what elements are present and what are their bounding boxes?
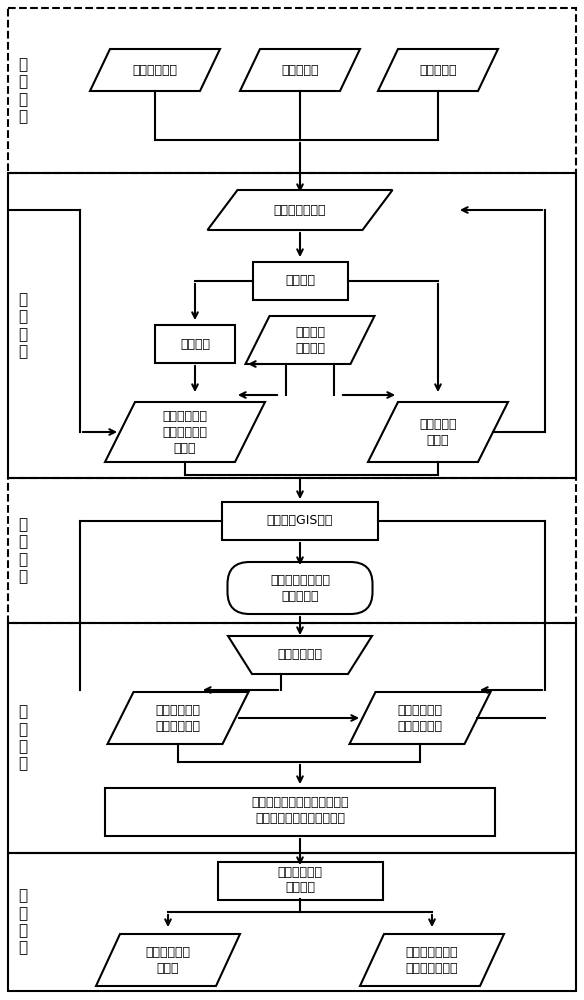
Text: 原
始
资
料: 原 始 资 料: [19, 57, 27, 124]
Polygon shape: [105, 402, 265, 462]
Text: 管道单体的属
性信息: 管道单体的属 性信息: [145, 946, 190, 974]
Text: 三维管道中心线: 三维管道中心线: [274, 204, 326, 217]
Text: 数
据
处
理: 数 据 处 理: [19, 292, 27, 359]
Polygon shape: [218, 862, 383, 900]
Polygon shape: [155, 325, 235, 363]
Polygon shape: [245, 316, 374, 364]
Text: 选中的管道中
心线单体: 选中的管道中 心线单体: [277, 866, 322, 894]
Text: 查
询
结
果: 查 询 结 果: [19, 888, 27, 956]
Text: 管道单体的三维
半透明示意模型: 管道单体的三维 半透明示意模型: [406, 946, 458, 974]
Polygon shape: [105, 788, 495, 836]
Text: 展示带有三维管道
模型的场景: 展示带有三维管道 模型的场景: [270, 574, 330, 602]
Polygon shape: [349, 692, 491, 744]
Text: 计算距离鼠标点最近且不大于
对应管道半径的管道中心线: 计算距离鼠标点最近且不大于 对应管道半径的管道中心线: [251, 796, 349, 824]
Polygon shape: [368, 402, 508, 462]
Text: 三维管道图: 三维管道图: [419, 64, 457, 77]
Text: 数
据
展
示: 数 据 展 示: [19, 517, 27, 584]
Polygon shape: [378, 49, 498, 91]
Polygon shape: [96, 934, 240, 986]
Polygon shape: [228, 636, 372, 674]
Text: 管道属性资料: 管道属性资料: [133, 64, 178, 77]
Polygon shape: [240, 49, 360, 91]
Polygon shape: [90, 49, 220, 91]
Text: 管道数据
更新资料: 管道数据 更新资料: [295, 326, 325, 355]
Text: 获取鼠标点的
三维场景坐标: 获取鼠标点的 三维场景坐标: [155, 704, 200, 732]
Text: 管道整体三
维模型: 管道整体三 维模型: [419, 418, 457, 446]
FancyBboxPatch shape: [228, 562, 373, 614]
Polygon shape: [360, 934, 504, 986]
Text: 鼠标点附近管
道中心线数组: 鼠标点附近管 道中心线数组: [398, 704, 443, 732]
Text: 导入三维GIS系统: 导入三维GIS系统: [267, 514, 333, 528]
Text: 属性编辑: 属性编辑: [180, 338, 210, 351]
Text: 结构化且带属
性的三维管道
中心线: 结构化且带属 性的三维管道 中心线: [162, 410, 207, 454]
Text: 拓扑处理: 拓扑处理: [285, 274, 315, 288]
Text: 查
询
过
程: 查 询 过 程: [19, 704, 27, 772]
Text: 二维管道图: 二维管道图: [281, 64, 319, 77]
Text: 鼠标左键点击: 鼠标左键点击: [277, 648, 322, 662]
Polygon shape: [207, 190, 392, 230]
Polygon shape: [107, 692, 249, 744]
Polygon shape: [253, 262, 348, 300]
Polygon shape: [222, 502, 378, 540]
